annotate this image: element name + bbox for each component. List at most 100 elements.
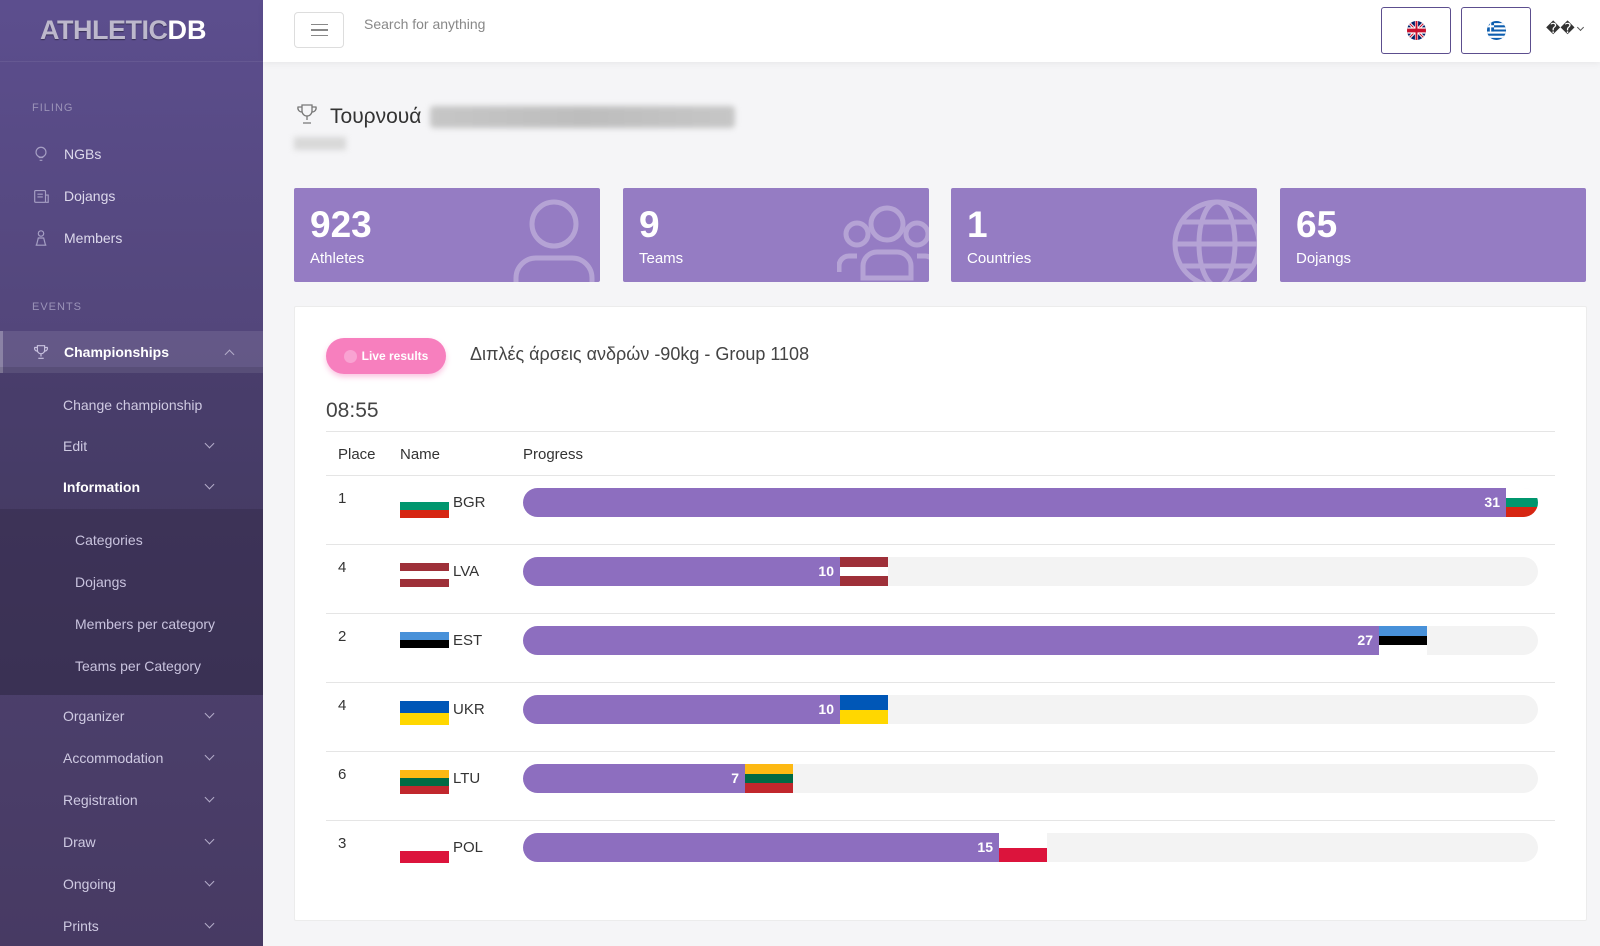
flag-stripe [400,494,449,502]
trophy-icon [32,343,50,361]
flag-stripe [745,783,793,793]
row-country-code: POL [453,839,484,856]
topbar: �� [263,0,1600,62]
chevron-down-icon [1576,23,1584,31]
stat-card-dojangs: 65 Dojangs [1280,188,1586,282]
flag-stripe [400,502,449,510]
divider [326,431,1555,432]
divider [326,544,1555,545]
sidebar-item-ngbs[interactable]: NGBs [0,133,263,175]
stat-card-countries: 1 Countries [951,188,1257,282]
bgr-flag-icon [400,494,449,518]
flag-stripe [999,847,1047,862]
stat-card-athletes: 923 Athletes [294,188,600,282]
progress-bar [523,626,1379,655]
menu-icon-line [310,29,328,31]
building-icon [32,187,50,205]
flag-stripe [400,770,449,778]
row-country-code: EST [453,632,483,649]
sidebar-item-label: Organizer [63,708,125,724]
row-place: 2 [338,628,347,645]
est-flag-icon [400,632,449,656]
sidebar-item-info-dojangs[interactable]: Dojangs [75,567,245,597]
sidebar-item-label: Change championship [63,397,203,413]
flag-stripe [1379,626,1427,636]
sidebar-item-label: Ongoing [63,876,116,892]
brand-logo-part1: ATHLETIC [40,15,168,45]
sidebar-item-ongoing[interactable]: Ongoing [63,869,243,899]
lva-flag-icon [840,557,888,586]
sidebar-item-label: Information [63,479,140,495]
sidebar-item-registration[interactable]: Registration [63,785,243,815]
section-label-filing: FILING [32,102,74,114]
sidebar-item-label: NGBs [64,146,102,162]
sidebar-item-edit[interactable]: Edit [63,431,243,461]
language-greek-button[interactable] [1461,7,1531,54]
progress-value: 10 [818,701,834,717]
flag-stripe [999,833,1047,848]
sidebar-item-draw[interactable]: Draw [63,827,243,857]
flag-stripe [745,773,793,784]
user-menu-label: �� [1546,20,1575,36]
sidebar-item-teams-per-category[interactable]: Teams per Category [75,651,245,681]
flag-stripe [1379,635,1427,646]
flag-stripe [400,713,449,725]
flag-stripe [400,839,449,851]
flag-stripe [400,778,449,786]
chevron-down-icon [204,876,215,887]
row-place: 6 [338,766,347,783]
sidebar-item-prints[interactable]: Prints [63,911,243,941]
sidebar-item-categories[interactable]: Categories [75,525,245,555]
menu-icon-line [310,34,328,37]
sidebar-item-members-per-category[interactable]: Members per category [75,609,245,639]
flag-stripe [840,557,888,567]
language-english-button[interactable] [1381,7,1451,54]
sidebar-item-label: Prints [63,918,99,934]
chevron-down-icon [204,834,215,845]
sidebar-item-label: Edit [63,438,88,454]
row-country-code: BGR [453,494,486,511]
flag-stripe [840,566,888,577]
user-menu[interactable]: �� [1546,20,1584,37]
divider [326,820,1555,821]
hamburger-menu-button[interactable] [294,12,344,48]
sidebar-item-label: Championships [64,344,170,360]
chevron-down-icon [204,479,215,490]
sidebar-item-label: Accommodation [63,750,164,766]
live-results-button[interactable]: Live results [326,338,446,374]
stat-label: Countries [967,250,1032,267]
progress-value: 7 [731,770,739,786]
progress-track: 10 [523,695,1538,724]
divider [326,682,1555,683]
flag-stripe [745,764,793,774]
bgr-flag-icon [1506,488,1538,517]
flag-stripe [400,786,449,794]
chevron-down-icon [204,792,215,803]
sidebar-item-information[interactable]: Information [63,472,243,502]
sidebar-item-change-championship[interactable]: Change championship [63,390,243,420]
divider [326,751,1555,752]
flag-stripe [400,571,449,579]
sidebar-item-organizer[interactable]: Organizer [63,701,243,731]
ukr-flag-icon [840,695,888,724]
progress-value: 31 [1484,494,1500,510]
sidebar-item-members[interactable]: Members [0,217,263,259]
flag-stripe [400,640,449,648]
greek-flag-icon [1486,21,1506,40]
stat-card-teams: 9 Teams [623,188,929,282]
sidebar-item-label: Members per category [75,616,216,632]
progress-value: 27 [1357,632,1373,648]
est-flag-icon [1379,626,1427,655]
brand-logo[interactable]: ATHLETIC DB [0,0,263,62]
divider [326,475,1555,476]
sidebar-item-accommodation[interactable]: Accommodation [63,743,243,773]
progress-value: 15 [977,839,993,855]
member-icon [32,229,50,247]
sidebar-item-championships[interactable]: Championships [0,331,263,373]
sidebar-item-label: Draw [63,834,96,850]
live-dot-icon [343,349,357,363]
page-title: Τουρνουά [294,102,736,131]
sidebar-item-label: Teams per Category [75,658,202,674]
search-input[interactable] [364,12,664,36]
sidebar-item-dojangs[interactable]: Dojangs [0,175,263,217]
